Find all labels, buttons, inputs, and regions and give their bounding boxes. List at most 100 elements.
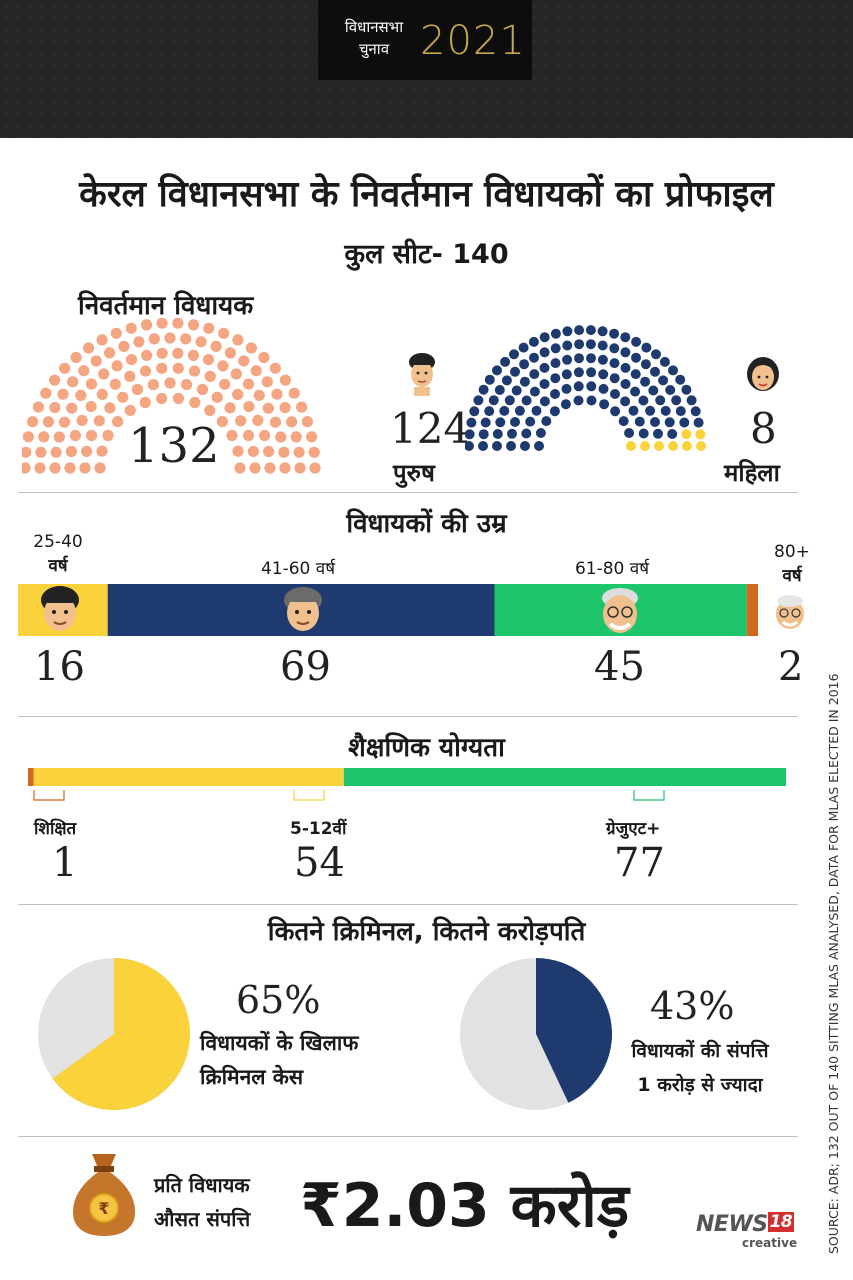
avg-assets-label: प्रति विधायक औसत संपत्ति — [154, 1173, 251, 1231]
edu-label-literate: शिक्षित — [34, 819, 77, 839]
seat-dot — [187, 349, 199, 361]
male-seat-dot — [675, 374, 686, 385]
male-seat-dot — [609, 343, 620, 354]
male-seat-dot — [465, 441, 474, 451]
male-seat-dot — [541, 416, 552, 427]
male-seat-dot — [645, 405, 656, 416]
seat-dot — [34, 462, 46, 474]
seat-dot — [22, 462, 31, 474]
male-seat-dot — [574, 339, 585, 350]
crorepati-pie — [460, 958, 612, 1110]
education-title: शैक्षणिक योग्यता — [348, 733, 505, 763]
male-seat-dot — [693, 417, 704, 428]
age-value-61-80: 45 — [594, 644, 645, 690]
edu-leader-line — [33, 790, 65, 801]
male-seat-dot — [638, 428, 649, 439]
seat-dot — [278, 446, 290, 458]
seat-dot — [75, 389, 87, 401]
seat-dot — [253, 389, 265, 401]
seat-dot — [188, 365, 201, 377]
seat-dot — [230, 368, 242, 380]
seat-dot — [164, 377, 176, 389]
male-seat-dot — [630, 386, 641, 397]
male-seat-dot — [539, 332, 550, 343]
seat-dot — [269, 362, 281, 374]
male-seat-dot — [550, 328, 561, 339]
seat-dot — [204, 404, 216, 416]
seat-dot — [172, 362, 184, 374]
male-seat-dot — [560, 399, 571, 410]
seat-dot — [172, 392, 184, 405]
edu-segment-5-12 — [33, 768, 344, 786]
male-seat-dot — [597, 340, 608, 351]
male-seat-dot — [664, 417, 675, 428]
age-label-41-60: 41-60 वर्ष — [260, 559, 336, 579]
seat-dot — [65, 445, 77, 458]
seat-dot — [109, 378, 121, 390]
male-seat-dot — [574, 353, 584, 364]
male-seat-dot — [586, 353, 596, 364]
brand-sub: creative — [742, 1236, 798, 1250]
male-seat-dot — [473, 395, 484, 406]
seat-dot — [78, 365, 90, 377]
male-seat-dot — [521, 428, 532, 439]
seat-dot — [32, 401, 44, 413]
total-sitting-count: 132 — [128, 418, 220, 474]
male-seat-dot — [638, 395, 649, 406]
male-seat-dot — [609, 373, 620, 384]
seat-dot — [232, 388, 244, 400]
seat-dot — [290, 431, 302, 443]
age-title: विधायकों की उम्र — [346, 509, 507, 539]
male-seat-dot — [573, 367, 584, 378]
male-seat-dot — [690, 406, 701, 417]
seat-dot — [57, 388, 69, 400]
elderly-face-icon — [770, 592, 810, 636]
male-seat-dot — [573, 381, 584, 392]
male-seat-dot — [531, 405, 542, 416]
seat-dot — [96, 334, 108, 346]
male-seat-dot — [484, 406, 495, 417]
male-seat-dot — [549, 406, 560, 417]
male-seat-dot — [610, 406, 621, 417]
seat-dot — [35, 446, 47, 458]
seat-dot — [147, 379, 159, 391]
avg-assets-value: ₹2.03 करोड़ — [300, 1171, 629, 1241]
seat-dot — [269, 416, 282, 428]
male-seat-dot — [667, 429, 678, 439]
male-seat-dot — [650, 366, 660, 377]
seat-dot — [96, 388, 108, 400]
seat-dot — [309, 462, 321, 474]
male-seat-dot — [640, 359, 651, 370]
seat-dot — [140, 319, 153, 331]
male-seat-dot — [585, 325, 596, 336]
seat-dot — [110, 327, 122, 339]
age-value-80plus: 2 — [778, 644, 804, 690]
page-title: केरल विधानसभा के निवर्तमान विधायकों का प… — [79, 174, 774, 215]
male-seat-dot — [534, 441, 544, 451]
male-seat-dot — [650, 417, 660, 427]
seat-dot — [301, 416, 313, 428]
male-seat-dot — [495, 417, 506, 428]
seat-dot — [275, 431, 287, 443]
seat-dot — [245, 342, 257, 354]
seat-dot — [79, 462, 91, 474]
seat-dot — [279, 374, 291, 386]
seat-dot — [187, 319, 200, 331]
seat-dot — [232, 445, 244, 457]
seat-dot — [271, 388, 283, 400]
male-seat-dot — [521, 395, 532, 406]
seat-dot — [98, 368, 110, 380]
total-seats: कुल सीट- 140 — [344, 239, 509, 270]
seat-dot — [242, 429, 255, 442]
edu-leader-line — [633, 790, 665, 801]
seat-dot — [42, 416, 54, 428]
criminal-cases-pie — [38, 958, 190, 1110]
male-seat-dot — [561, 383, 572, 394]
male-seat-dot — [550, 389, 560, 399]
male-seat-dot — [529, 369, 540, 380]
male-seat-dot — [660, 405, 671, 416]
edu-value-5-12: 54 — [294, 840, 345, 886]
edu-leader-line — [293, 790, 325, 801]
money-bag-icon: ₹ — [64, 1150, 144, 1240]
edu-value-graduate: 77 — [614, 840, 665, 886]
